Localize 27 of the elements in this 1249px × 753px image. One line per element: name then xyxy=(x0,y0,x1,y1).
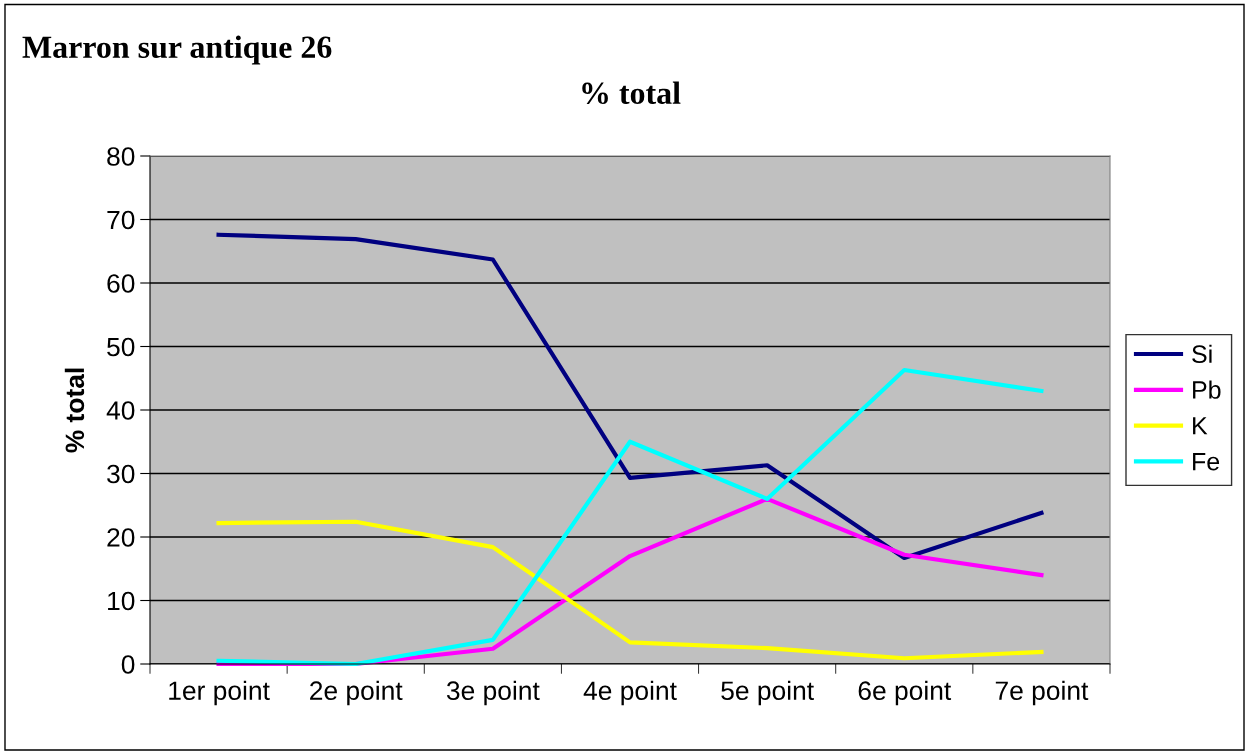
line-series xyxy=(216,367,1044,667)
x-tick-label: 1er point xyxy=(169,680,270,706)
x-tick-label: 6e point xyxy=(858,680,952,706)
legend-label: Pb xyxy=(1193,380,1221,399)
y-tick-label: 50 xyxy=(107,337,135,357)
y-tick-label: 40 xyxy=(106,401,135,420)
y-tick-label: 60 xyxy=(107,274,135,293)
x-tick-label: 2e point xyxy=(310,680,403,706)
x-tick-label: 3e point xyxy=(446,680,540,706)
line-series xyxy=(216,232,1044,561)
x-tick-label: 5e point xyxy=(721,680,814,706)
line-series xyxy=(216,519,1044,661)
y-tick-label: 70 xyxy=(107,210,135,230)
y-tick-label: 0 xyxy=(121,655,135,674)
y-axis-title: % total xyxy=(64,368,85,453)
line-series xyxy=(216,496,1044,667)
chart-subtitle: % total xyxy=(582,81,681,105)
legend-label: Fe xyxy=(1193,452,1220,471)
y-tick-label: 80 xyxy=(107,147,135,166)
chart-title: Marron sur antique 26 xyxy=(22,35,332,65)
y-tick-label: 10 xyxy=(108,591,135,611)
x-tick-label: 7e point xyxy=(995,680,1089,706)
legend-label: K xyxy=(1193,417,1208,435)
x-tick-label: 4e point xyxy=(583,680,677,706)
y-tick-label: 20 xyxy=(107,528,135,547)
y-tick-label: 30 xyxy=(107,464,135,484)
legend-label: Si xyxy=(1192,344,1212,363)
